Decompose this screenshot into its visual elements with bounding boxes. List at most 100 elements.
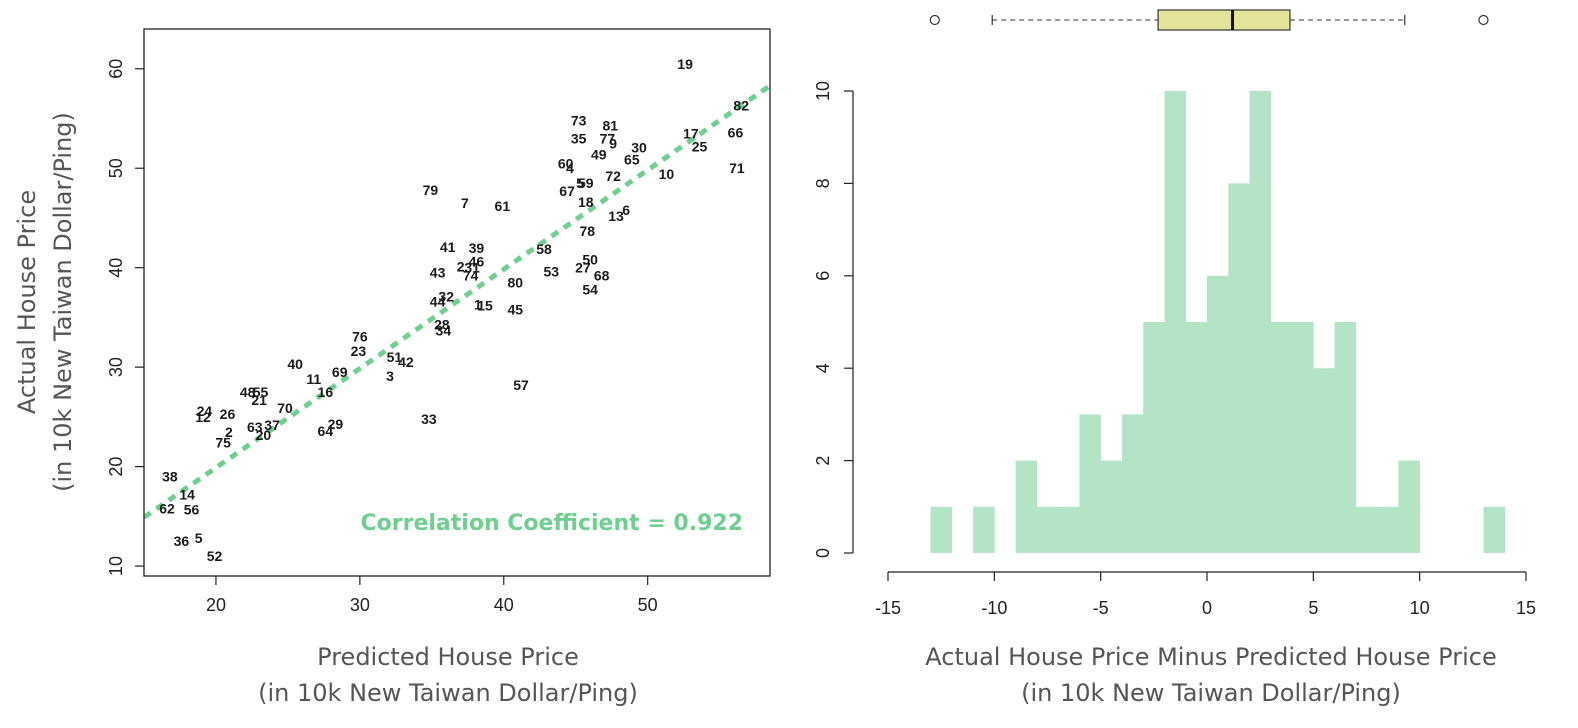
scatter-point-label: 29 <box>328 416 344 432</box>
scatter-point-label: 46 <box>469 254 485 270</box>
scatter-point-label: 58 <box>536 241 552 257</box>
scatter-point-label: 2 <box>225 424 233 440</box>
scatter-y-tick-label: 50 <box>106 158 126 178</box>
histogram-bar <box>1100 460 1123 553</box>
boxplot-outlier <box>1478 14 1489 26</box>
histogram-y-tick-label: 6 <box>813 271 833 281</box>
scatter-x-tick-label: 20 <box>206 595 226 615</box>
fit-line-layer <box>142 83 772 520</box>
scatter-point-label: 59 <box>578 175 594 191</box>
histogram-bar <box>1079 414 1101 553</box>
scatter-y-axis: 10 20 30 40 50 60 <box>106 59 144 576</box>
histogram-y-axis: 0 2 4 6 8 10 <box>813 81 854 558</box>
histogram-x-axis-title-line1: Actual House Price Minus Predicted House… <box>925 643 1496 671</box>
histogram-bar <box>1207 275 1229 553</box>
scatter-point-label: 48 <box>240 384 256 400</box>
histogram-bar <box>1355 506 1378 553</box>
histogram-bar <box>1292 322 1314 553</box>
histogram-x-tick-label: 10 <box>1410 598 1430 618</box>
histogram-x-tick-label: -5 <box>1093 598 1109 618</box>
scatter-point-label: 65 <box>624 151 640 167</box>
scatter-y-axis-title-line1: Actual House Price <box>13 190 41 414</box>
scatter-x-tick-label: 40 <box>494 595 514 615</box>
scatter-point-label: 26 <box>220 406 236 422</box>
scatter-point-label: 54 <box>582 282 598 298</box>
scatter-point-label: 6 <box>622 202 630 218</box>
histogram-bar <box>1313 368 1335 553</box>
histogram-bar <box>973 506 995 553</box>
scatter-point-label: 4 <box>566 160 574 176</box>
scatter-point-label: 32 <box>438 289 454 305</box>
scatter-point-label: 56 <box>184 501 200 517</box>
scatter-point-label: 23 <box>351 343 367 359</box>
histogram-bar <box>1398 460 1420 553</box>
scatter-point-label: 63 <box>247 419 263 435</box>
histogram-x-tick-label: -15 <box>875 598 901 618</box>
scatter-point-label: 78 <box>579 223 595 239</box>
histogram-x-tick-label: 0 <box>1202 598 1212 618</box>
scatter-x-axis-title-line2: (in 10k New Taiwan Dollar/Ping) <box>258 679 638 707</box>
scatter-point-label: 17 <box>683 125 699 141</box>
scatter-point-label: 72 <box>605 168 621 184</box>
scatter-y-tick-label: 40 <box>106 258 126 278</box>
histogram-bar <box>1164 91 1187 553</box>
histogram-bar <box>1483 506 1506 553</box>
scatter-point-label: 61 <box>495 198 511 214</box>
scatter-point-label: 73 <box>571 112 587 128</box>
scatter-point-label: 27 <box>575 260 591 276</box>
scatter-point-label: 41 <box>440 239 456 255</box>
boxplot-box <box>1157 9 1291 31</box>
scatter-point-label: 80 <box>507 275 523 291</box>
scatter-point-label: 18 <box>578 194 594 210</box>
scatter-y-tick-label: 60 <box>106 59 126 79</box>
scatter-plot-frame <box>143 28 771 577</box>
scatter-point-label: 69 <box>332 364 348 380</box>
histogram-y-tick-label: 10 <box>813 81 833 101</box>
histogram-bar <box>1228 183 1250 553</box>
scatter-point-label: 31 <box>464 260 480 276</box>
scatter-y-axis-title-line2: (in 10k New Taiwan Dollar/Ping) <box>49 112 77 492</box>
histogram-bar <box>1121 414 1144 553</box>
scatter-point-label: 45 <box>507 301 523 317</box>
histogram-bar <box>1143 322 1165 553</box>
histogram-bar <box>1015 460 1038 553</box>
scatter-point-label: 33 <box>421 411 437 427</box>
scatter-point-label: 50 <box>582 252 598 268</box>
scatter-point-label: 2 <box>457 259 465 275</box>
regression-fit-line <box>142 83 772 520</box>
scatter-point-label: 64 <box>318 423 334 439</box>
scatter-point-label: 13 <box>608 208 624 224</box>
scatter-point-label: 74 <box>463 268 479 284</box>
scatter-x-axis: 20 30 40 50 <box>206 576 658 615</box>
scatter-x-axis-title-line1: Predicted House Price <box>317 643 579 671</box>
boxplot <box>929 9 1489 31</box>
scatter-point-label: 5 <box>576 175 584 191</box>
scatter-point-label: 24 <box>197 403 213 419</box>
scatter-point-label: 62 <box>159 500 175 516</box>
scatter-point-label: 51 <box>387 349 403 365</box>
histogram-bar <box>1058 506 1080 553</box>
scatter-point-label: 43 <box>430 265 446 281</box>
scatter-point-label: 19 <box>677 56 693 72</box>
scatter-x-tick-label: 50 <box>638 595 658 615</box>
scatter-point-label: 7 <box>461 195 469 211</box>
scatter-point-label: 52 <box>207 548 223 564</box>
scatter-point-label: 3 <box>386 368 394 384</box>
scatter-point-label: 57 <box>513 377 529 393</box>
scatter-point-label: 34 <box>436 322 452 338</box>
scatter-point-label: 79 <box>423 182 439 198</box>
histogram-bar <box>930 506 953 553</box>
scatter-point-label: 81 <box>602 117 618 133</box>
histogram-bars <box>930 91 1506 553</box>
histogram-y-tick-label: 4 <box>813 363 833 373</box>
scatter-point-label: 60 <box>558 155 574 171</box>
scatter-point-label: 82 <box>733 98 749 114</box>
scatter-point-label: 68 <box>594 268 610 284</box>
scatter-point-label: 30 <box>631 139 647 155</box>
scatter-point-label: 15 <box>477 297 493 313</box>
histogram-y-tick-label: 0 <box>813 548 833 558</box>
scatter-point-label: 25 <box>692 138 708 154</box>
histogram-x-tick-label: -10 <box>981 598 1007 618</box>
